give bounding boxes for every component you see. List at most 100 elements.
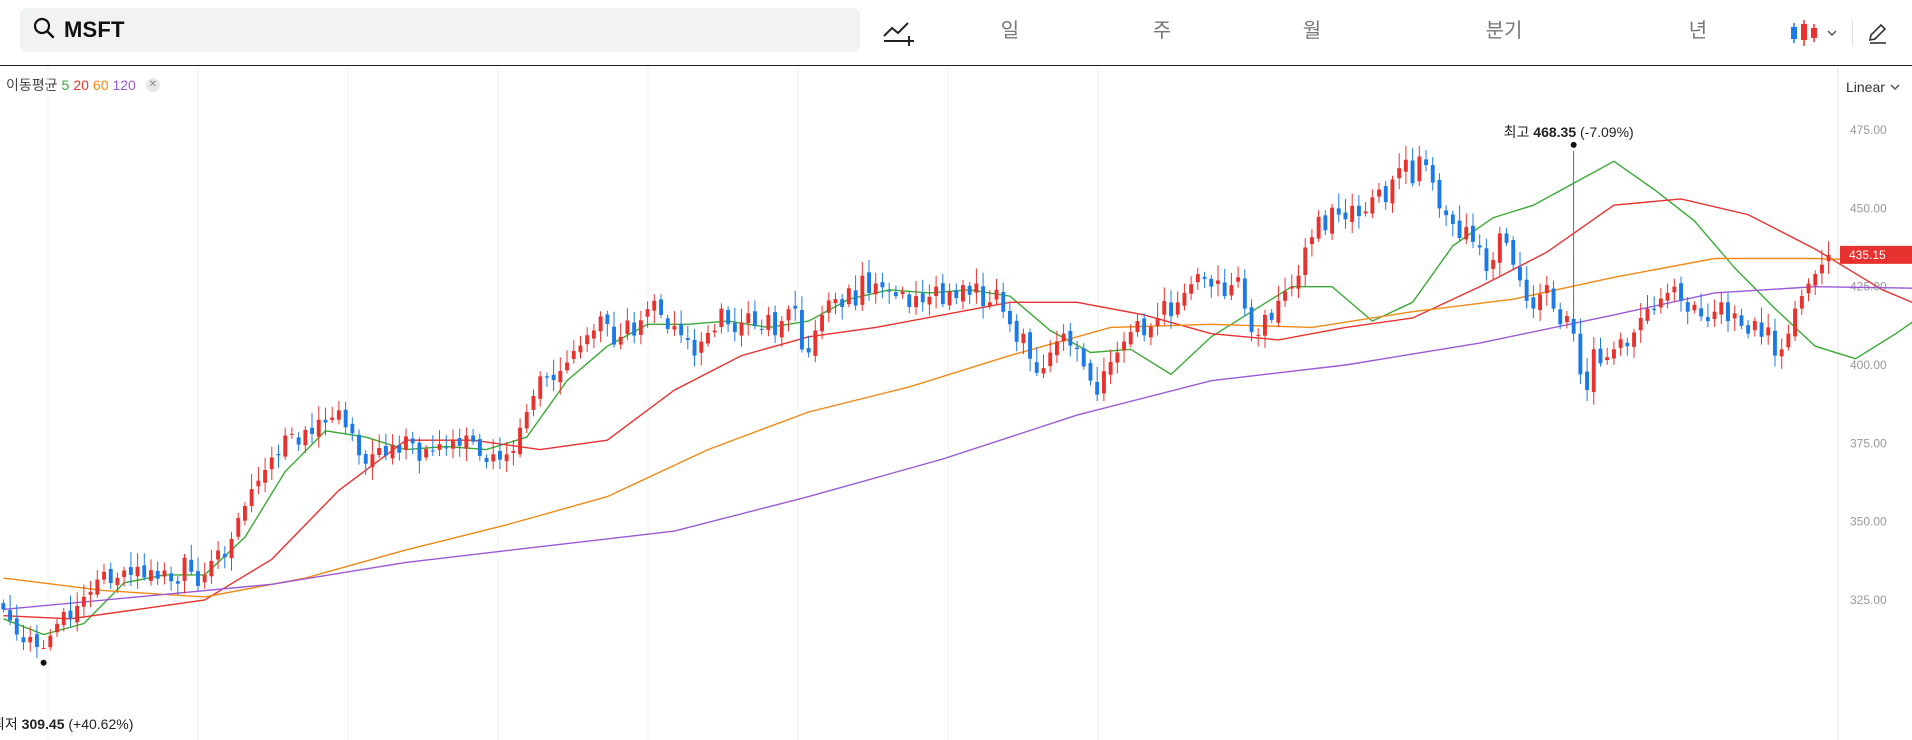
period-tabs: 일 주 월 분기 년 <box>960 0 1740 66</box>
candle-body <box>451 440 455 449</box>
candle-body <box>1632 332 1636 347</box>
candle-body <box>491 454 496 462</box>
tab-quarter[interactable]: 분기 <box>1485 20 1523 42</box>
ma-5-line <box>3 160 1912 636</box>
candle-body <box>471 435 476 442</box>
candle-body <box>55 623 59 633</box>
indicator-legend[interactable]: 이동평균 5 20 60 120 ✕ <box>6 76 164 94</box>
candle-body <box>169 573 174 582</box>
chevron-down-icon <box>1827 30 1837 37</box>
candle-body <box>692 339 697 356</box>
candle-body <box>142 565 147 578</box>
candle-body <box>444 447 449 449</box>
candle-body <box>1685 302 1690 312</box>
candle-body <box>1752 321 1757 331</box>
chart-type-button[interactable] <box>1786 18 1840 48</box>
candle-body <box>578 345 583 353</box>
candle-body <box>585 335 590 345</box>
candle-body <box>457 438 462 446</box>
candle-body <box>1169 302 1173 317</box>
candle-body <box>659 299 663 315</box>
candle-body <box>887 290 892 292</box>
candle-body <box>961 285 965 302</box>
candle-body <box>1645 308 1650 321</box>
ma-5-label: 5 <box>61 77 70 93</box>
candle-body <box>1424 159 1428 166</box>
candle-body <box>1591 349 1596 393</box>
candle-body <box>880 282 885 288</box>
pencil-icon[interactable] <box>1862 18 1892 48</box>
search-icon[interactable] <box>32 16 56 45</box>
scale-label: Linear <box>1846 79 1885 95</box>
search-bar[interactable]: MSFT <box>20 8 860 52</box>
candle-body <box>974 283 979 293</box>
candle-body <box>75 606 80 623</box>
candle-body <box>1370 197 1375 214</box>
candle-body <box>1471 225 1475 242</box>
candle-body <box>1209 278 1214 287</box>
candle-body <box>726 310 731 325</box>
search-input[interactable]: MSFT <box>64 17 125 42</box>
candle-body <box>1786 333 1791 348</box>
price-chart[interactable]: 325.00 350.00 375.00 400.00 425.00 450.00 475.… <box>0 67 1912 740</box>
candle-body <box>1377 189 1381 197</box>
candles <box>1 145 1831 658</box>
tab-year[interactable]: 년 <box>1688 20 1708 42</box>
candle-body <box>987 302 992 307</box>
line-chart-add-icon[interactable] <box>880 14 916 50</box>
candle-body <box>1719 302 1724 315</box>
candle-body <box>1558 309 1563 325</box>
candle-body <box>1330 207 1334 234</box>
tab-day[interactable]: 일 <box>1000 20 1020 42</box>
candle-body <box>216 550 220 560</box>
candle-body <box>1115 352 1120 363</box>
y-tick-label: 425.00 <box>1850 280 1887 294</box>
candle-body <box>511 450 516 453</box>
candle-body <box>981 286 986 307</box>
candle-body <box>1222 282 1227 297</box>
ma-120-label: 120 <box>112 77 136 93</box>
chevron-down-icon <box>1890 84 1900 91</box>
y-tick-label: 450.00 <box>1850 201 1887 215</box>
candle-body <box>350 423 355 434</box>
candle-body <box>813 330 818 356</box>
indicator-name: 이동평균 <box>6 77 58 93</box>
candle-body <box>464 435 469 449</box>
tab-week[interactable]: 주 <box>1152 20 1172 42</box>
close-icon[interactable]: ✕ <box>145 78 160 92</box>
candle-body <box>1531 297 1536 309</box>
candle-body <box>1081 348 1086 367</box>
candle-body <box>1256 334 1261 336</box>
candlestick-icon <box>1791 20 1817 46</box>
candle-body <box>618 336 623 345</box>
candle-body <box>1148 326 1153 338</box>
candle-body <box>1242 278 1247 309</box>
divider <box>1852 20 1853 46</box>
candle-body <box>826 300 831 313</box>
candle-body <box>1061 333 1066 342</box>
candle-body <box>706 333 710 344</box>
candle-body <box>1739 315 1744 326</box>
candle-body <box>1182 292 1187 306</box>
tab-month[interactable]: 월 <box>1302 20 1322 42</box>
candle-body <box>712 330 717 333</box>
candle-body <box>236 517 241 537</box>
candle-body <box>1773 330 1777 356</box>
candle-body <box>652 300 657 311</box>
candle-body <box>531 396 536 410</box>
candle-body <box>1732 313 1737 319</box>
candle-body <box>1034 362 1039 373</box>
candle-body <box>1712 311 1717 319</box>
candle-body <box>122 570 127 577</box>
scale-selector[interactable]: Linear <box>1846 79 1901 95</box>
candle-body <box>1410 160 1415 184</box>
candle-body <box>1095 382 1100 395</box>
candle-body <box>1652 308 1657 311</box>
candle-body <box>1692 304 1697 311</box>
candle-body <box>95 579 100 595</box>
candle-body <box>1699 308 1704 317</box>
candle-body <box>410 438 415 444</box>
candle-body <box>1202 276 1207 279</box>
candle-body <box>484 457 489 463</box>
candle-body <box>1269 312 1274 320</box>
